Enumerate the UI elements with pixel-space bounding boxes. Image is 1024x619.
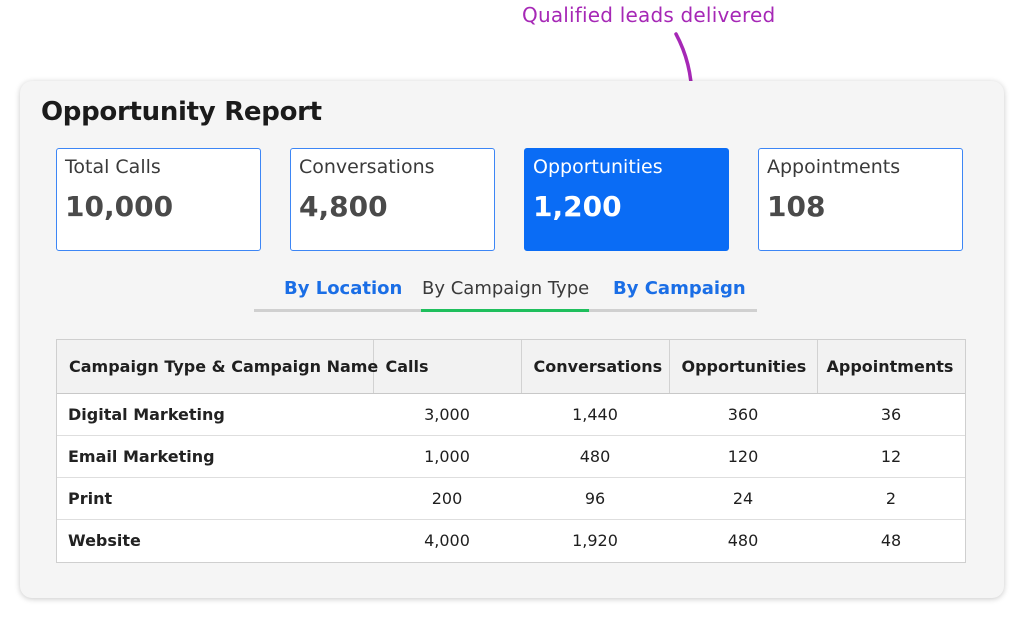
campaign-type-cell: Website (68, 531, 141, 550)
tab-by-campaign[interactable]: By Campaign (613, 278, 746, 299)
column-header[interactable]: Appointments (817, 340, 965, 394)
column-header[interactable]: Opportunities (669, 340, 818, 394)
metric-value: 108 (767, 190, 826, 223)
tab-by-campaign-type[interactable]: By Campaign Type (422, 278, 590, 299)
report-tabs: By Location By Campaign Type By Campaign (254, 274, 757, 312)
campaign-type-cell: Print (57, 477, 373, 520)
metric-card-appointments[interactable]: Appointments 108 (758, 148, 963, 251)
column-header[interactable]: Calls (373, 340, 522, 394)
metric-value: 1,200 (533, 190, 622, 223)
campaign-type-cell: Digital Marketing (57, 393, 373, 436)
appointments-cell: 36 (817, 393, 965, 436)
metric-label: Conversations (299, 156, 435, 178)
table-row: Email Marketing 1,000 480 120 12 (57, 435, 965, 478)
tab-by-location[interactable]: By Location (284, 278, 403, 299)
column-header[interactable]: Conversations (521, 340, 670, 394)
metric-card-conversations[interactable]: Conversations 4,800 (290, 148, 495, 251)
metric-value: 4,800 (299, 190, 388, 223)
metric-value: 10,000 (65, 190, 174, 223)
active-tab-indicator (421, 309, 589, 312)
metric-card-opportunities[interactable]: Opportunities 1,200 (524, 148, 729, 251)
calls-cell: 4,000 (424, 531, 470, 550)
metric-label: Opportunities (533, 156, 663, 178)
table-header-row: Campaign Type & Campaign Name Calls Conv… (57, 340, 965, 394)
appointments-cell: 12 (817, 435, 965, 478)
metric-label: Appointments (767, 156, 901, 178)
conversations-cell: 1,440 (521, 393, 669, 436)
opportunities-cell: 120 (669, 435, 817, 478)
campaign-table: Campaign Type & Campaign Name Calls Conv… (56, 339, 966, 563)
metric-card-total-calls[interactable]: Total Calls 10,000 (56, 148, 261, 251)
opportunities-cell: 24 (669, 477, 817, 520)
appointments-cell: 48 (880, 531, 902, 550)
calls-cell: 1,000 (373, 435, 521, 478)
opportunities-cell: 480 (727, 531, 759, 550)
column-header[interactable]: Campaign Type & Campaign Name (57, 340, 378, 394)
appointments-cell: 2 (817, 477, 965, 520)
conversations-cell: 480 (521, 435, 669, 478)
calls-cell: 3,000 (373, 393, 521, 436)
conversations-cell: 1,920 (572, 531, 618, 550)
opportunities-cell: 360 (669, 393, 817, 436)
table-row: Website 4,000 1,920 480 48 (57, 520, 965, 562)
annotation-label: Qualified leads delivered (522, 3, 776, 27)
table-row: Digital Marketing 3,000 1,440 360 36 (57, 393, 965, 436)
metric-label: Total Calls (65, 156, 161, 178)
conversations-cell: 96 (521, 477, 669, 520)
calls-cell: 200 (373, 477, 521, 520)
opportunity-report-panel: Opportunity Report Total Calls 10,000 Co… (20, 81, 1004, 598)
campaign-type-cell: Email Marketing (57, 435, 373, 478)
table-row: Print 200 96 24 2 (57, 477, 965, 520)
page-title: Opportunity Report (41, 97, 322, 127)
